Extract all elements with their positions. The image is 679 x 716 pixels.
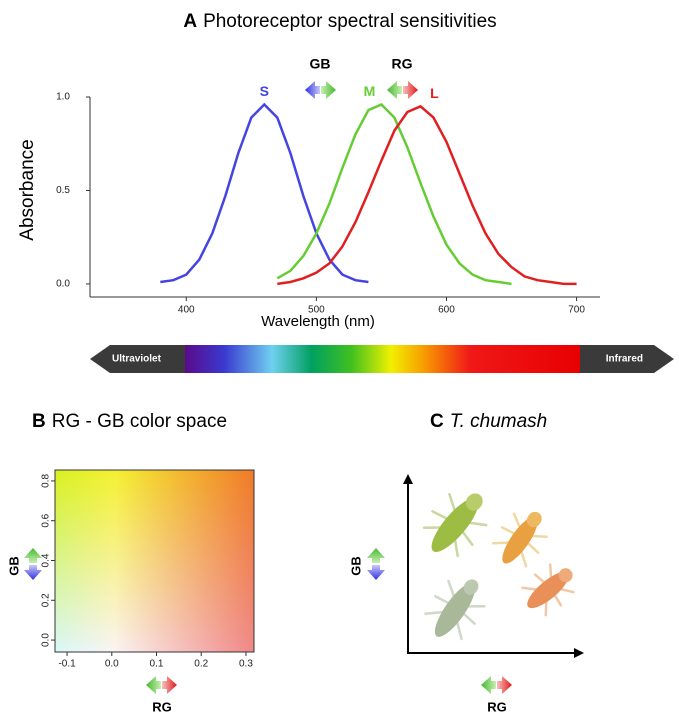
x-tick-label: 400 — [178, 305, 195, 316]
series-label: M — [364, 83, 376, 99]
series-line — [160, 102, 369, 284]
annotation: GB — [310, 56, 331, 72]
rg-arrow-icon — [481, 676, 512, 694]
series-line — [276, 103, 512, 286]
gb-vertical-icon — [367, 548, 385, 580]
gb-vertical-icon — [24, 548, 42, 580]
y-tick-label: 0.2 — [41, 593, 52, 607]
annotation: RG — [392, 56, 413, 72]
x-axis-label: RG — [487, 699, 507, 714]
y-axis-label: GB — [6, 556, 21, 576]
gb-arrow-icon — [305, 81, 336, 99]
y-tick-label: 0.0 — [56, 279, 70, 290]
x-axis-label: Wavelength (nm) — [261, 313, 375, 330]
panel-c-title: C T. chumash — [430, 411, 547, 432]
x-tick-label: 700 — [568, 305, 585, 316]
y-tick-label: 0.4 — [41, 553, 52, 567]
spectrum-label: Ultraviolet — [112, 354, 162, 365]
rg-arrow-icon — [387, 81, 418, 99]
panel-a-title: A Photoreceptor spectral sensitivities — [183, 11, 496, 32]
series-label: L — [430, 85, 439, 101]
y-axis-label: GB — [348, 556, 363, 576]
x-tick-label: 0.0 — [105, 659, 119, 670]
plot-a: 400 500 600 700 0.0 0.5 1.0 S M L — [56, 83, 600, 316]
series-line — [277, 104, 577, 286]
panel-letter: A — [183, 11, 197, 32]
x-tick-label: 0.1 — [150, 659, 164, 670]
y-tick-label: 0.6 — [41, 513, 52, 527]
color-space — [54, 469, 255, 653]
axes-c — [403, 474, 584, 658]
insect-illustrations — [422, 493, 575, 641]
title: RG - GB color space — [52, 411, 227, 432]
series-label: S — [260, 83, 269, 99]
spectrum-label: Infrared — [606, 354, 643, 365]
y-tick-label: 1.0 — [56, 92, 70, 103]
title: Photoreceptor spectral sensitivities — [203, 11, 497, 32]
x-tick-label: 0.3 — [239, 659, 253, 670]
x-tick-label: 500 — [308, 305, 325, 316]
x-tick-label: 0.2 — [194, 659, 208, 670]
x-axis-label: RG — [152, 699, 172, 714]
x-tick-label: -0.1 — [58, 659, 76, 670]
y-axis-label: Absorbance — [17, 139, 38, 240]
panel-b-title: B RG - GB color space — [32, 411, 227, 432]
panel-letter: C — [430, 411, 444, 432]
panel-letter: B — [32, 411, 46, 432]
x-tick-label: 600 — [438, 305, 455, 316]
y-tick-label: 0.0 — [41, 633, 52, 647]
rg-arrow-icon — [146, 676, 177, 694]
spectrum-bar — [90, 345, 674, 373]
y-tick-label: 0.8 — [41, 474, 52, 488]
title: T. chumash — [450, 411, 548, 432]
y-tick-label: 0.5 — [56, 185, 70, 196]
plot-b: -0.1 0.0 0.1 0.2 0.3 0.0 0.2 0.4 0.6 0.8 — [41, 474, 254, 670]
